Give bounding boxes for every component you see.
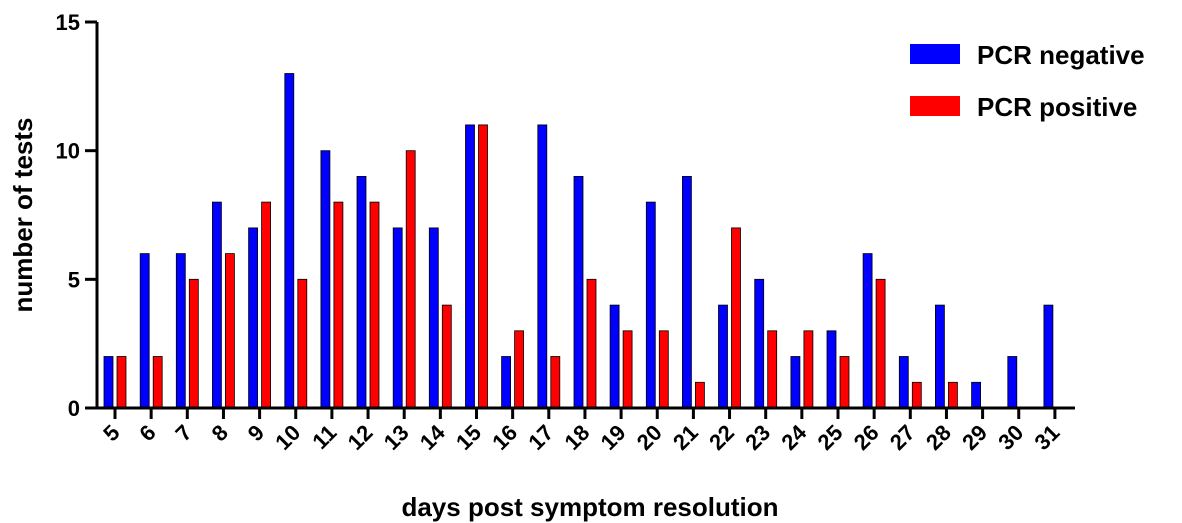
x-tick-label-7: 7 bbox=[170, 420, 196, 446]
bar-pcr-positive-9 bbox=[261, 201, 272, 409]
x-tick-label-30: 30 bbox=[993, 420, 1028, 455]
bar-pcr-negative-7 bbox=[175, 253, 186, 409]
bar-pcr-negative-17 bbox=[537, 124, 548, 409]
bar-pcr-positive-28 bbox=[948, 381, 958, 409]
bar-pcr-positive-17 bbox=[550, 356, 561, 409]
y-tick-label-0: 0 bbox=[68, 396, 80, 421]
y-axis-ticks: 0 5 10 15 bbox=[56, 10, 97, 421]
bar-pcr-positive-21 bbox=[695, 381, 705, 409]
bar-pcr-positive-11 bbox=[333, 201, 344, 409]
bar-pcr-negative-11 bbox=[320, 150, 331, 409]
x-tick-label-23: 23 bbox=[740, 420, 775, 455]
bar-pcr-positive-10 bbox=[297, 278, 308, 409]
x-tick-label-9: 9 bbox=[243, 420, 269, 446]
bar-pcr-negative-12 bbox=[356, 175, 367, 409]
bar-pcr-positive-22 bbox=[731, 227, 741, 409]
bar-pcr-positive-26 bbox=[875, 278, 886, 409]
bar-pcr-positive-23 bbox=[767, 330, 778, 409]
bar-pcr-negative-24 bbox=[790, 356, 801, 409]
x-tick-label-18: 18 bbox=[559, 420, 594, 455]
x-axis-label: days post symptom resolution bbox=[401, 492, 778, 522]
bar-pcr-negative-26 bbox=[862, 253, 873, 409]
bar-pcr-negative-31 bbox=[1043, 304, 1054, 409]
x-tick-label-15: 15 bbox=[451, 420, 486, 455]
bar-pcr-negative-25 bbox=[826, 330, 837, 409]
x-tick-label-10: 10 bbox=[270, 420, 305, 455]
bar-pcr-positive-15 bbox=[478, 124, 488, 409]
bar-pcr-negative-30 bbox=[1007, 356, 1018, 409]
bar-pcr-negative-27 bbox=[898, 356, 909, 409]
x-tick-label-26: 26 bbox=[849, 420, 884, 455]
bar-pcr-negative-6 bbox=[139, 253, 150, 409]
bar-pcr-negative-23 bbox=[754, 278, 765, 409]
x-tick-label-16: 16 bbox=[487, 420, 522, 455]
x-tick-label-5: 5 bbox=[98, 420, 124, 446]
x-tick-label-28: 28 bbox=[921, 420, 956, 455]
legend-label-pcr-negative: PCR negative bbox=[977, 40, 1145, 70]
bar-pcr-negative-28 bbox=[935, 304, 945, 409]
legend-swatch-pcr-positive bbox=[910, 96, 960, 116]
x-tick-label-14: 14 bbox=[415, 419, 451, 455]
bar-pcr-negative-13 bbox=[392, 227, 403, 409]
bar-pcr-positive-14 bbox=[441, 304, 452, 409]
x-tick-label-13: 13 bbox=[379, 420, 414, 455]
x-tick-label-12: 12 bbox=[343, 420, 378, 455]
bar-pcr-negative-15 bbox=[465, 124, 475, 409]
x-tick-label-20: 20 bbox=[632, 420, 667, 455]
bar-pcr-positive-16 bbox=[514, 330, 524, 409]
bar-pcr-positive-27 bbox=[911, 381, 922, 409]
bars-group bbox=[103, 73, 1054, 409]
x-tick-label-31: 31 bbox=[1029, 420, 1064, 455]
y-tick-label-5: 5 bbox=[68, 267, 80, 292]
x-axis-ticks: 5 6 7 8 9 10 11 12 13 14 15 16 17 18 19 20 21 22 23 24 25 26 2… bbox=[98, 408, 1064, 455]
bar-pcr-positive-25 bbox=[839, 356, 850, 409]
bar-pcr-negative-18 bbox=[573, 175, 584, 409]
x-tick-label-25: 25 bbox=[813, 420, 848, 455]
bar-pcr-positive-13 bbox=[405, 150, 416, 409]
bar-pcr-positive-12 bbox=[369, 201, 380, 409]
legend-swatch-pcr-negative bbox=[910, 44, 960, 64]
y-axis-label: number of tests bbox=[8, 117, 38, 312]
bar-pcr-negative-14 bbox=[428, 227, 439, 409]
x-tick-label-27: 27 bbox=[885, 420, 920, 455]
bar-pcr-negative-9 bbox=[248, 227, 259, 409]
x-tick-label-8: 8 bbox=[207, 420, 233, 446]
bar-pcr-negative-29 bbox=[971, 381, 981, 409]
bar-pcr-negative-21 bbox=[682, 175, 692, 409]
bar-pcr-negative-8 bbox=[211, 201, 222, 409]
bar-pcr-positive-5 bbox=[116, 356, 127, 409]
legend-label-pcr-positive: PCR positive bbox=[977, 92, 1137, 122]
legend: PCR negative PCR positive bbox=[910, 40, 1145, 122]
x-tick-label-21: 21 bbox=[668, 420, 703, 455]
x-tick-label-11: 11 bbox=[307, 420, 341, 454]
x-tick-label-24: 24 bbox=[776, 419, 812, 455]
bar-pcr-positive-18 bbox=[586, 278, 597, 409]
bar-pcr-positive-8 bbox=[224, 253, 235, 409]
bar-pcr-positive-20 bbox=[658, 330, 669, 409]
x-tick-label-22: 22 bbox=[704, 420, 739, 455]
x-tick-label-19: 19 bbox=[596, 420, 631, 455]
x-tick-label-17: 17 bbox=[523, 420, 558, 455]
bar-pcr-negative-19 bbox=[609, 304, 620, 409]
bar-pcr-negative-16 bbox=[501, 356, 512, 409]
x-tick-label-6: 6 bbox=[134, 420, 160, 446]
y-tick-label-10: 10 bbox=[56, 139, 80, 164]
bar-pcr-positive-6 bbox=[152, 356, 163, 409]
bar-pcr-positive-24 bbox=[803, 330, 814, 409]
x-tick-label-29: 29 bbox=[957, 420, 992, 455]
y-tick-label-15: 15 bbox=[56, 10, 80, 35]
bar-pcr-positive-19 bbox=[622, 330, 633, 409]
bar-pcr-negative-20 bbox=[645, 201, 656, 409]
bar-pcr-negative-22 bbox=[718, 304, 728, 409]
bar-pcr-negative-10 bbox=[284, 73, 295, 409]
bar-pcr-positive-7 bbox=[188, 278, 199, 409]
bar-pcr-negative-5 bbox=[103, 356, 114, 409]
